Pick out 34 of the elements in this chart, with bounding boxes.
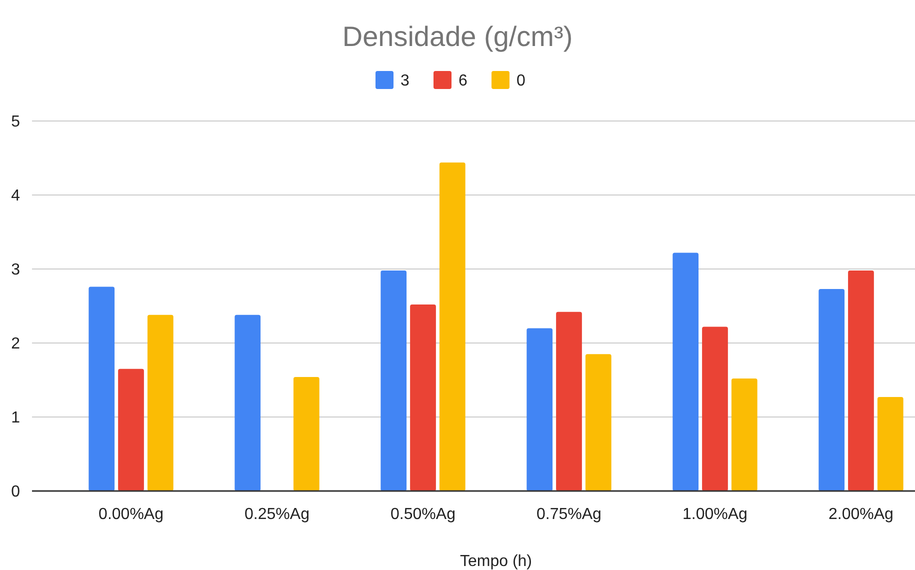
bar — [293, 377, 320, 491]
x-tick-label: 0.50%Ag — [390, 506, 456, 523]
x-tick-label: 2.00%Ag — [828, 506, 894, 523]
y-tick-label: 3 — [11, 262, 20, 279]
bar — [818, 288, 845, 491]
legend-label: 6 — [458, 72, 468, 90]
chart-title: Densidade (g/cm³) — [342, 21, 573, 52]
bar — [585, 354, 612, 491]
bar — [526, 328, 553, 491]
bar — [731, 378, 758, 491]
bar — [439, 162, 466, 491]
bar — [234, 314, 261, 491]
bar — [672, 252, 699, 491]
bar — [410, 304, 436, 491]
x-tick-label: 0.00%Ag — [98, 506, 164, 523]
bar — [147, 314, 174, 491]
x-tick-label: 0.25%Ag — [244, 506, 310, 523]
y-tick-label: 1 — [11, 410, 20, 427]
bar — [380, 270, 407, 491]
bar — [848, 270, 874, 491]
y-tick-label: 5 — [11, 114, 20, 131]
bar — [88, 286, 115, 491]
bar — [118, 368, 144, 491]
x-tick-label: 1.00%Ag — [682, 506, 748, 523]
bar — [702, 326, 728, 491]
y-tick-label: 0 — [11, 484, 20, 501]
legend-label: 0 — [516, 72, 526, 90]
y-tick-label: 2 — [11, 336, 20, 353]
bar — [556, 312, 582, 491]
x-axis-title: Tempo (h) — [460, 553, 532, 570]
x-tick-label: 0.75%Ag — [536, 506, 602, 523]
legend-label: 3 — [400, 72, 410, 90]
y-tick-label: 4 — [11, 188, 20, 205]
bar — [877, 397, 904, 491]
